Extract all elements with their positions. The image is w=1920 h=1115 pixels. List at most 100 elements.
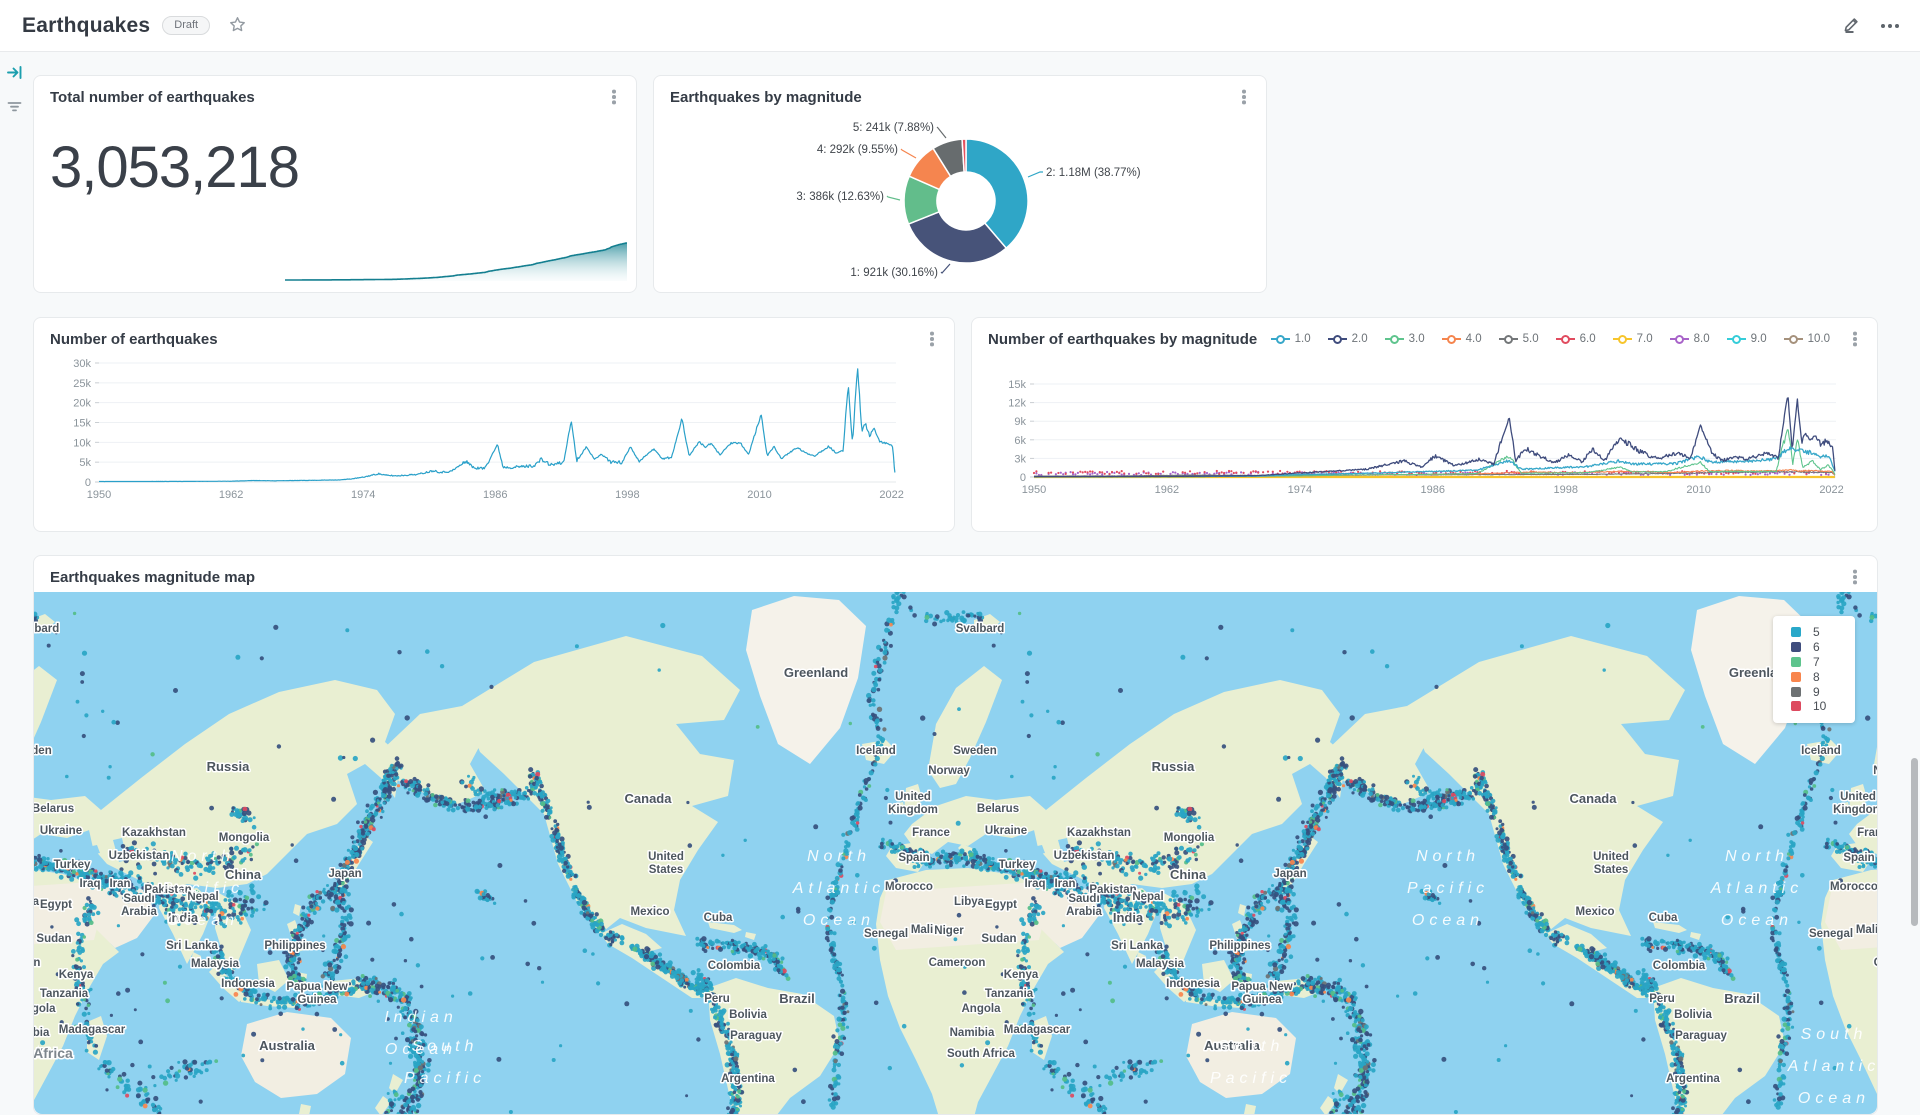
map-legend-row: 7 [1785,655,1843,670]
left-rail [0,52,26,120]
map-label-uzbekistan: Uzbekistan [109,850,170,862]
svg-text:2022: 2022 [1819,484,1843,496]
card-menu-button[interactable] [924,331,940,347]
legend-item-1.0[interactable]: 1.0 [1271,333,1311,345]
map-label-libya: Libya [34,896,40,908]
star-icon [228,15,247,37]
map-label-sri-lanka: Sri Lanka [1111,940,1163,952]
svg-text:2: 1.18M (38.77%): 2: 1.18M (38.77%) [1046,167,1141,179]
svg-text:1986: 1986 [483,489,507,501]
edit-dashboard-button[interactable] [1836,8,1868,43]
page-title: Earthquakes [22,14,150,38]
legend-swatch-icon [1791,627,1801,637]
map-label-canada: Canada [625,791,673,806]
legend-ring-icon [1784,335,1803,344]
map-label-bolivia: Bolivia [1674,1009,1712,1021]
map-label-cameroon: Cameroon [1874,957,1877,969]
legend-item-4.0[interactable]: 4.0 [1442,333,1482,345]
legend-ring-icon [1613,335,1632,344]
legend-item-7.0[interactable]: 7.0 [1613,333,1653,345]
svg-text:0: 0 [85,477,91,489]
svg-text:9k: 9k [1014,416,1026,428]
svg-text:15k: 15k [1008,379,1026,391]
map-label-philippines: Philippines [1209,940,1270,952]
expand-sidebar-button[interactable] [4,62,25,86]
map-canvas[interactable]: SvalbardNorwaySwedenBelarusUkraineLibyaE… [34,592,1877,1114]
card-menu-button[interactable] [1847,569,1863,585]
map-label-australia: Australia [259,1038,315,1053]
map-label-indonesia: Indonesia [1166,978,1220,990]
map-label-angola: Angola [962,1003,1002,1015]
map-label-brazil: Brazil [779,991,814,1006]
map-label-pakistan: Pakistan [1089,884,1136,896]
map-label-brazil: Brazil [1724,991,1759,1006]
legend-item-10.0[interactable]: 10.0 [1784,333,1830,345]
legend-ring-icon [1727,335,1746,344]
map-label-iraq: Iraq [1024,878,1045,890]
card-total-earthquakes: Total number of earthquakes 3,053,218 [33,75,637,293]
map-label-mongolia: Mongolia [219,832,270,844]
legend-label: 7.0 [1637,333,1653,345]
continent-label: Africa [34,1045,73,1061]
kebab-icon [1853,575,1857,579]
legend-item-9.0[interactable]: 9.0 [1727,333,1767,345]
card-title: Earthquakes by magnitude [670,89,862,106]
svg-text:2010: 2010 [747,489,771,501]
map-label-cameroon: Cameroon [34,957,40,969]
legend-swatch-icon [1791,701,1801,711]
card-menu-button[interactable] [606,89,622,105]
map-label-spain: Spain [898,852,929,864]
map-label-mali: Mali [1856,924,1877,936]
legend-item-8.0[interactable]: 8.0 [1670,333,1710,345]
map-label-argentina: Argentina [1666,1073,1720,1085]
world-map[interactable]: SvalbardNorwaySwedenBelarusUkraineLibyaE… [34,592,1877,1114]
map-label-kazakhstan: Kazakhstan [122,827,186,839]
map-label-angola: Angola [34,1003,56,1015]
map-label-sudan: Sudan [36,933,71,945]
filters-button[interactable] [4,96,25,120]
legend-ring-icon [1442,335,1461,344]
favorite-star-button[interactable] [228,15,247,37]
magnitude-legend[interactable]: 1.0 2.0 3.0 4.0 5.0 6.0 7.0 8.0 9.0 10.0 [1271,333,1834,345]
svg-text:2022: 2022 [879,489,903,501]
svg-text:2010: 2010 [1686,484,1710,496]
ellipsis-icon [1888,24,1892,28]
map-label-cuba: Cuba [704,912,733,924]
legend-label: 3.0 [1409,333,1425,345]
map-label-svalbard: Svalbard [34,623,59,635]
svg-text:5: 241k (7.88%): 5: 241k (7.88%) [853,122,934,134]
map-legend-row: 9 [1785,684,1843,699]
card-menu-button[interactable] [1847,331,1863,347]
card-title: Number of earthquakes [50,331,218,348]
map-label-madagascar: Madagascar [1004,1024,1071,1036]
legend-item-5.0[interactable]: 5.0 [1499,333,1539,345]
map-label-senegal: Senegal [1809,928,1853,940]
legend-item-2.0[interactable]: 2.0 [1328,333,1368,345]
legend-item-6.0[interactable]: 6.0 [1556,333,1596,345]
legend-ring-icon [1556,335,1575,344]
more-options-button[interactable] [1882,18,1898,34]
map-label-iceland: Iceland [1801,745,1841,757]
legend-ring-icon [1499,335,1518,344]
vertical-scrollbar[interactable] [1911,758,1918,926]
magnitude-donut-chart[interactable]: 2: 1.18M (38.77%)1: 921k (30.16%)3: 386k… [654,76,1268,294]
card-menu-button[interactable] [1236,89,1252,105]
map-label-paraguay: Paraguay [730,1030,782,1042]
map-label-svalbard: Svalbard [956,623,1005,635]
map-label-belarus: Belarus [977,803,1019,815]
map-label-morocco: Morocco [885,881,933,893]
map-label-china: China [1170,867,1207,882]
svg-text:1974: 1974 [351,489,375,501]
legend-item-3.0[interactable]: 3.0 [1385,333,1425,345]
svg-text:1950: 1950 [1022,484,1046,496]
legend-label: 5.0 [1523,333,1539,345]
svg-text:25k: 25k [73,378,91,390]
map-label-senegal: Senegal [864,928,908,940]
